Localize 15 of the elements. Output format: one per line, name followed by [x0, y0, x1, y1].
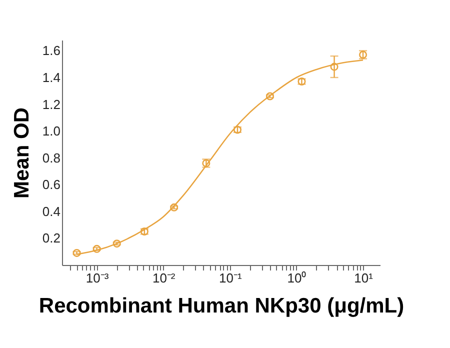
x-tick-label: 10¹ — [354, 270, 374, 286]
y-tick-label: 0.6 — [42, 177, 60, 192]
y-tick-label: 0.2 — [42, 230, 60, 246]
y-tick-label: 1.2 — [42, 96, 60, 112]
y-tick-label: 1.4 — [42, 70, 60, 85]
y-tick-label: 0.8 — [42, 150, 60, 166]
y-tick-label: 0.4 — [42, 204, 60, 219]
y-axis-title: Mean OD — [10, 107, 34, 199]
x-tick-label: 10⁻² — [152, 270, 176, 286]
x-tick-label: 10⁰ — [287, 270, 307, 286]
x-tick-label: 10⁻¹ — [219, 270, 242, 286]
x-tick-label: 10⁻³ — [86, 270, 110, 286]
y-tick-label: 1.0 — [42, 124, 60, 139]
y-tick-label: 1.6 — [42, 43, 60, 58]
x-axis-title: Recombinant Human NKp30 (μg/mL) — [38, 294, 404, 318]
